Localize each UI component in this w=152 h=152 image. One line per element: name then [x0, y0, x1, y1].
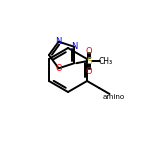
Text: CH₃: CH₃ — [98, 57, 112, 66]
Text: S: S — [86, 57, 92, 66]
Text: N: N — [55, 37, 62, 46]
Text: N: N — [71, 42, 78, 51]
Text: O: O — [55, 64, 62, 73]
Text: amino: amino — [103, 93, 125, 100]
Text: O: O — [86, 67, 93, 76]
Text: O: O — [86, 47, 93, 56]
